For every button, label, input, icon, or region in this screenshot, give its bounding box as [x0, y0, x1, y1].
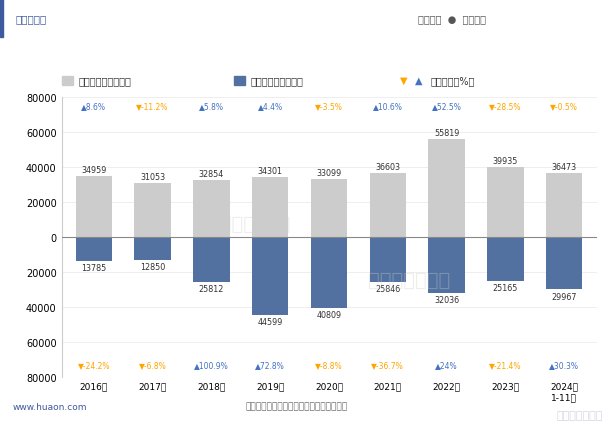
- Text: ▲: ▲: [415, 76, 423, 86]
- Text: 34959: 34959: [81, 165, 106, 174]
- Text: ▼-11.2%: ▼-11.2%: [137, 102, 169, 111]
- Text: 31053: 31053: [140, 172, 165, 181]
- Text: 44599: 44599: [258, 317, 283, 326]
- Text: 2016-2024年11月云南省外商投资企业进、出口额: 2016-2024年11月云南省外商投资企业进、出口额: [161, 43, 454, 61]
- Text: ▲10.6%: ▲10.6%: [373, 102, 403, 111]
- Bar: [62, 77, 73, 85]
- Text: 25812: 25812: [199, 285, 224, 294]
- Text: ▲72.8%: ▲72.8%: [255, 360, 285, 369]
- Text: 专业严谨  ●  客观科学: 专业严谨 ● 客观科学: [418, 14, 486, 24]
- Text: ▼-8.8%: ▼-8.8%: [315, 360, 343, 369]
- Text: 13785: 13785: [81, 264, 106, 273]
- Text: 数据来源：中国海关；华经产业研究院整理: 数据来源：中国海关；华经产业研究院整理: [246, 402, 348, 411]
- Bar: [311, 238, 347, 309]
- Bar: [234, 77, 245, 85]
- Bar: [0, 0, 3, 37]
- Text: ▲30.3%: ▲30.3%: [549, 360, 579, 369]
- Bar: [546, 238, 582, 290]
- Bar: [429, 238, 465, 294]
- Text: 出口总额（万美元）: 出口总额（万美元）: [79, 76, 132, 86]
- Text: 29967: 29967: [552, 292, 577, 301]
- Text: ▼-6.8%: ▼-6.8%: [139, 360, 167, 369]
- Bar: [311, 180, 347, 238]
- Text: ▼-0.5%: ▼-0.5%: [550, 102, 578, 111]
- Bar: [487, 168, 523, 238]
- Text: 华经产业研究院: 华经产业研究院: [208, 214, 290, 233]
- Bar: [135, 238, 171, 260]
- Bar: [429, 140, 465, 238]
- Text: ▼-36.7%: ▼-36.7%: [371, 360, 404, 369]
- Text: 进口总额（万美元）: 进口总额（万美元）: [251, 76, 304, 86]
- Text: 36603: 36603: [375, 163, 400, 172]
- Bar: [370, 174, 406, 238]
- Text: ▼: ▼: [400, 76, 407, 86]
- Text: ▲24%: ▲24%: [435, 360, 458, 369]
- Text: 36473: 36473: [552, 163, 577, 172]
- Text: 12850: 12850: [140, 262, 165, 271]
- Text: ▲4.4%: ▲4.4%: [258, 102, 283, 111]
- Text: www.huaon.com: www.huaon.com: [12, 402, 87, 411]
- Bar: [76, 238, 112, 262]
- Bar: [76, 176, 112, 238]
- Text: 华经情报网: 华经情报网: [15, 14, 47, 24]
- Text: 32854: 32854: [199, 169, 224, 178]
- Text: 55819: 55819: [434, 129, 459, 138]
- Bar: [193, 180, 229, 238]
- Text: 25165: 25165: [493, 283, 518, 293]
- Text: 33099: 33099: [316, 169, 342, 178]
- Text: 40809: 40809: [317, 311, 341, 320]
- Bar: [370, 238, 406, 282]
- Text: 同比增速（%）: 同比增速（%）: [430, 76, 475, 86]
- Text: 25846: 25846: [375, 285, 400, 294]
- Text: ▼-21.4%: ▼-21.4%: [489, 360, 522, 369]
- Text: ▲5.8%: ▲5.8%: [199, 102, 224, 111]
- Text: 32036: 32036: [434, 296, 459, 305]
- Bar: [252, 178, 288, 238]
- Bar: [135, 183, 171, 238]
- Bar: [252, 238, 288, 315]
- Bar: [546, 174, 582, 238]
- Text: ▼-24.2%: ▼-24.2%: [77, 360, 110, 369]
- Bar: [487, 238, 523, 282]
- Text: 华经产业研究院: 华经产业研究院: [557, 410, 603, 420]
- Text: ▼-3.5%: ▼-3.5%: [315, 102, 343, 111]
- Text: 39935: 39935: [493, 157, 518, 166]
- Text: 34301: 34301: [258, 167, 283, 176]
- Text: ▲52.5%: ▲52.5%: [432, 102, 461, 111]
- Text: ▲100.9%: ▲100.9%: [194, 360, 229, 369]
- Bar: [193, 238, 229, 282]
- Text: 华经产业研究院: 华经产业研究院: [368, 270, 450, 289]
- Text: ▲8.6%: ▲8.6%: [81, 102, 106, 111]
- Text: ▼-28.5%: ▼-28.5%: [489, 102, 522, 111]
